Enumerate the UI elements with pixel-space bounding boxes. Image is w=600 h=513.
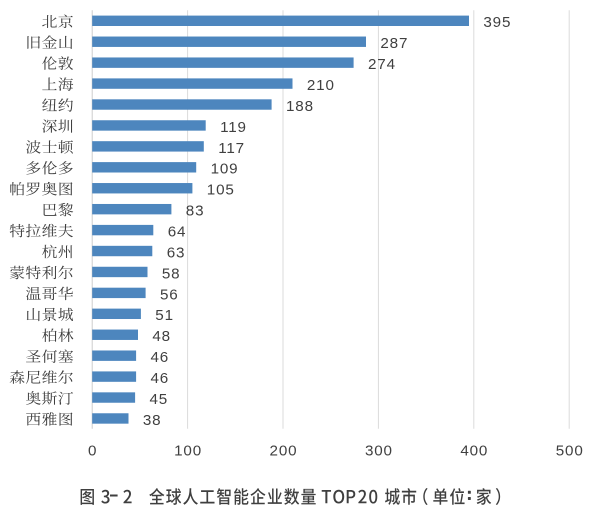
svg-text:395: 395 bbox=[483, 14, 511, 31]
svg-text:105: 105 bbox=[207, 182, 235, 199]
svg-text:100: 100 bbox=[174, 443, 202, 460]
svg-text:45: 45 bbox=[150, 391, 169, 408]
svg-text:56: 56 bbox=[160, 286, 179, 303]
svg-text:300: 300 bbox=[365, 443, 393, 460]
svg-text:200: 200 bbox=[270, 443, 298, 460]
svg-text:38: 38 bbox=[143, 412, 162, 429]
svg-text:119: 119 bbox=[220, 119, 247, 136]
svg-text:500: 500 bbox=[556, 443, 584, 460]
svg-text:46: 46 bbox=[151, 370, 170, 387]
svg-text:0: 0 bbox=[88, 443, 97, 460]
svg-text:188: 188 bbox=[286, 98, 314, 115]
svg-text:63: 63 bbox=[167, 244, 186, 261]
svg-text:58: 58 bbox=[162, 265, 181, 282]
svg-text:46: 46 bbox=[151, 349, 170, 366]
svg-text:400: 400 bbox=[460, 443, 488, 460]
svg-text:109: 109 bbox=[211, 161, 239, 178]
svg-text:274: 274 bbox=[368, 56, 396, 73]
svg-text:51: 51 bbox=[155, 307, 174, 324]
svg-text:83: 83 bbox=[186, 203, 205, 220]
svg-text:117: 117 bbox=[218, 140, 245, 157]
svg-text:48: 48 bbox=[152, 328, 171, 345]
svg-text:210: 210 bbox=[307, 77, 335, 94]
svg-text:287: 287 bbox=[380, 35, 408, 52]
svg-text:64: 64 bbox=[168, 224, 187, 241]
